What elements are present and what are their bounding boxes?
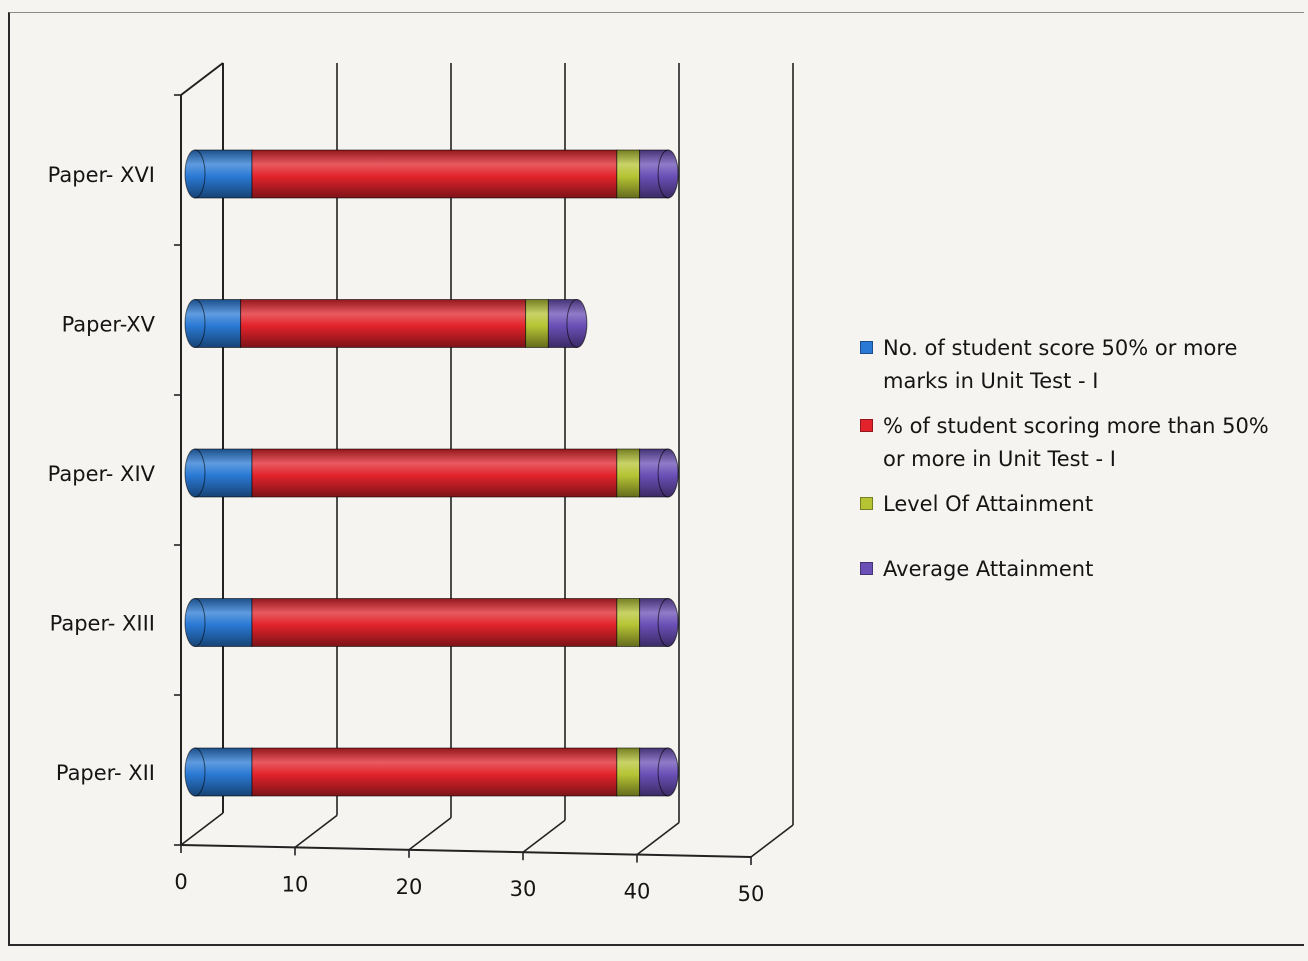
bar-segment: [616, 448, 641, 498]
bar-segment: [251, 149, 618, 199]
bar-start-cap: [184, 149, 206, 199]
bar-end-cap: [566, 299, 588, 348]
category-label: Paper- XII: [56, 761, 155, 785]
bar-start-cap: [184, 598, 206, 647]
bar-start-cap: [184, 747, 206, 797]
floor-grid-line: [636, 821, 680, 856]
legend-label-level: Level Of Attainment: [883, 492, 1094, 516]
legend-swatch-level: [860, 497, 873, 510]
bar-segment: [616, 149, 641, 199]
legend-swatch-percent: [860, 419, 873, 432]
chart-legend: No. of student score 50% or more marks i…: [860, 332, 1300, 598]
bar-segment: [251, 747, 618, 797]
legend-swatch-count: [860, 341, 873, 354]
category-label: Paper- XIII: [50, 612, 155, 636]
x-tick-label: 0: [174, 870, 187, 894]
x-axis-line: [180, 844, 752, 858]
category-label: Paper- XIV: [48, 462, 156, 486]
floor-grid-line: [408, 817, 452, 851]
x-tick-label: 20: [396, 875, 423, 899]
floor-grid-line: [750, 824, 794, 858]
floor-grid-line: [294, 814, 338, 849]
legend-label-count: No. of student score 50% or more marks i…: [883, 336, 1238, 393]
legend-label-average: Average Attainment: [883, 557, 1094, 581]
legend-item-level: Level Of Attainment: [860, 488, 1300, 521]
legend-swatch-average: [860, 562, 873, 575]
bar-segment: [240, 299, 527, 348]
bar-start-cap: [184, 299, 206, 348]
bar-segment: [251, 448, 618, 498]
floor-grid-line: [180, 812, 224, 846]
legend-item-average: Average Attainment: [860, 553, 1300, 586]
bar-end-cap: [657, 598, 679, 647]
x-tick-label: 50: [738, 882, 765, 906]
x-tick-label: 40: [624, 880, 651, 904]
bar-start-cap: [184, 448, 206, 498]
x-tick-label: 30: [510, 877, 537, 901]
x-tick-label: 10: [282, 872, 309, 896]
category-label: Paper- XVI: [48, 163, 155, 187]
bar-segment: [525, 299, 549, 348]
category-label: Paper-XV: [62, 313, 156, 337]
bar-segment: [616, 747, 641, 797]
bar-segment: [251, 598, 618, 647]
bar-end-cap: [657, 448, 679, 498]
legend-item-count: No. of student score 50% or more marks i…: [860, 332, 1300, 398]
legend-label-percent: % of student scoring more than 50% or mo…: [883, 414, 1269, 471]
chart-frame: [8, 12, 1304, 946]
bar-end-cap: [657, 149, 679, 199]
legend-item-percent: % of student scoring more than 50% or mo…: [860, 410, 1300, 476]
bar-end-cap: [657, 747, 679, 797]
bar-segment: [616, 598, 641, 647]
y-axis-top-edge: [180, 62, 224, 96]
floor-grid-line: [522, 819, 566, 853]
